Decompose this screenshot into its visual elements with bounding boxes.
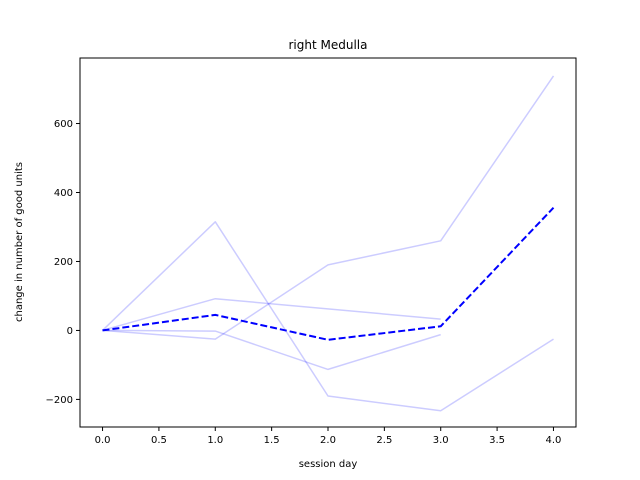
series-line-1 — [101, 221, 554, 412]
x-tick-label: 3.0 — [433, 435, 449, 446]
x-tick-label: 1.0 — [207, 435, 223, 446]
x-tick-label: 0.5 — [151, 435, 167, 446]
plot-area — [101, 75, 555, 412]
series-line-4 — [102, 329, 441, 371]
mean-series-line — [102, 207, 555, 341]
x-tick-label: 2.5 — [376, 435, 392, 446]
x-tick-label: 1.5 — [264, 435, 280, 446]
y-tick-label: 400 — [54, 188, 73, 199]
x-axis-label: session day — [299, 459, 358, 470]
x-tick-label: 3.5 — [489, 435, 505, 446]
series-line-3 — [102, 297, 441, 332]
x-tick-label: 4.0 — [546, 435, 562, 446]
plot-frame — [79, 57, 577, 428]
y-tick-label: 0 — [67, 326, 73, 337]
y-axis-label: change in number of good units — [14, 162, 25, 322]
chart-title: right Medulla — [289, 38, 368, 52]
y-tick-label: −200 — [46, 395, 73, 406]
x-tick-label: 0.0 — [95, 435, 111, 446]
y-tick-label: 200 — [54, 257, 73, 268]
x-tick-label: 2.0 — [320, 435, 336, 446]
x-axis: 0.0 0.5 1.0 1.5 2.0 2.5 3.0 3.5 4.0 — [95, 427, 562, 446]
y-tick-label: 600 — [54, 119, 73, 130]
series-line-2 — [102, 75, 555, 340]
y-axis: −200 0 200 400 600 — [46, 119, 80, 406]
